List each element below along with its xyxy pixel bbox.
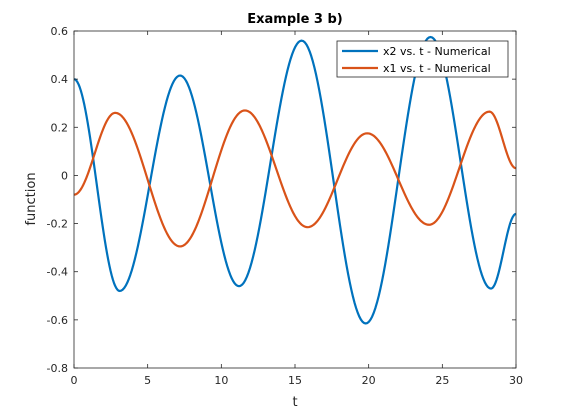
series-line-x1	[73, 109, 517, 248]
x-tick-label: 5	[144, 374, 151, 387]
x-tick-label: 0	[71, 374, 78, 387]
y-axis-ticks: 0.6 0.4 0.2 0 -0.2 -0.4 -0.6 -0.8	[47, 25, 516, 375]
y-tick-label: -0.2	[47, 218, 68, 231]
x-axis-ticks: 0 5 10 15 20 25 30	[71, 31, 523, 387]
y-tick-label: -0.4	[47, 266, 68, 279]
y-tick-label: -0.6	[47, 314, 68, 327]
x-tick-label: 25	[435, 374, 449, 387]
x-tick-label: 10	[214, 374, 228, 387]
x-tick-label: 15	[288, 374, 302, 387]
series-line-x2	[73, 35, 517, 325]
x-tick-label: 30	[509, 374, 523, 387]
y-tick-label: 0	[61, 169, 68, 182]
y-tick-label: 0.6	[51, 25, 69, 38]
y-axis-label: function	[24, 172, 39, 225]
y-tick-label: 0.2	[51, 121, 69, 134]
legend: x2 vs. t - Numerical x1 vs. t - Numerica…	[336, 40, 509, 78]
series-lines	[73, 35, 517, 325]
x-tick-label: 20	[362, 374, 376, 387]
legend-label-x1: x1 vs. t - Numerical	[383, 62, 491, 75]
x-axis-label: t	[292, 395, 297, 410]
legend-box	[336, 40, 509, 78]
legend-label-x2: x2 vs. t - Numerical	[383, 45, 491, 58]
y-tick-label: -0.8	[47, 362, 68, 375]
chart-title: Example 3 b)	[247, 12, 343, 27]
plot-area	[74, 31, 516, 368]
y-tick-label: 0.4	[51, 73, 69, 86]
